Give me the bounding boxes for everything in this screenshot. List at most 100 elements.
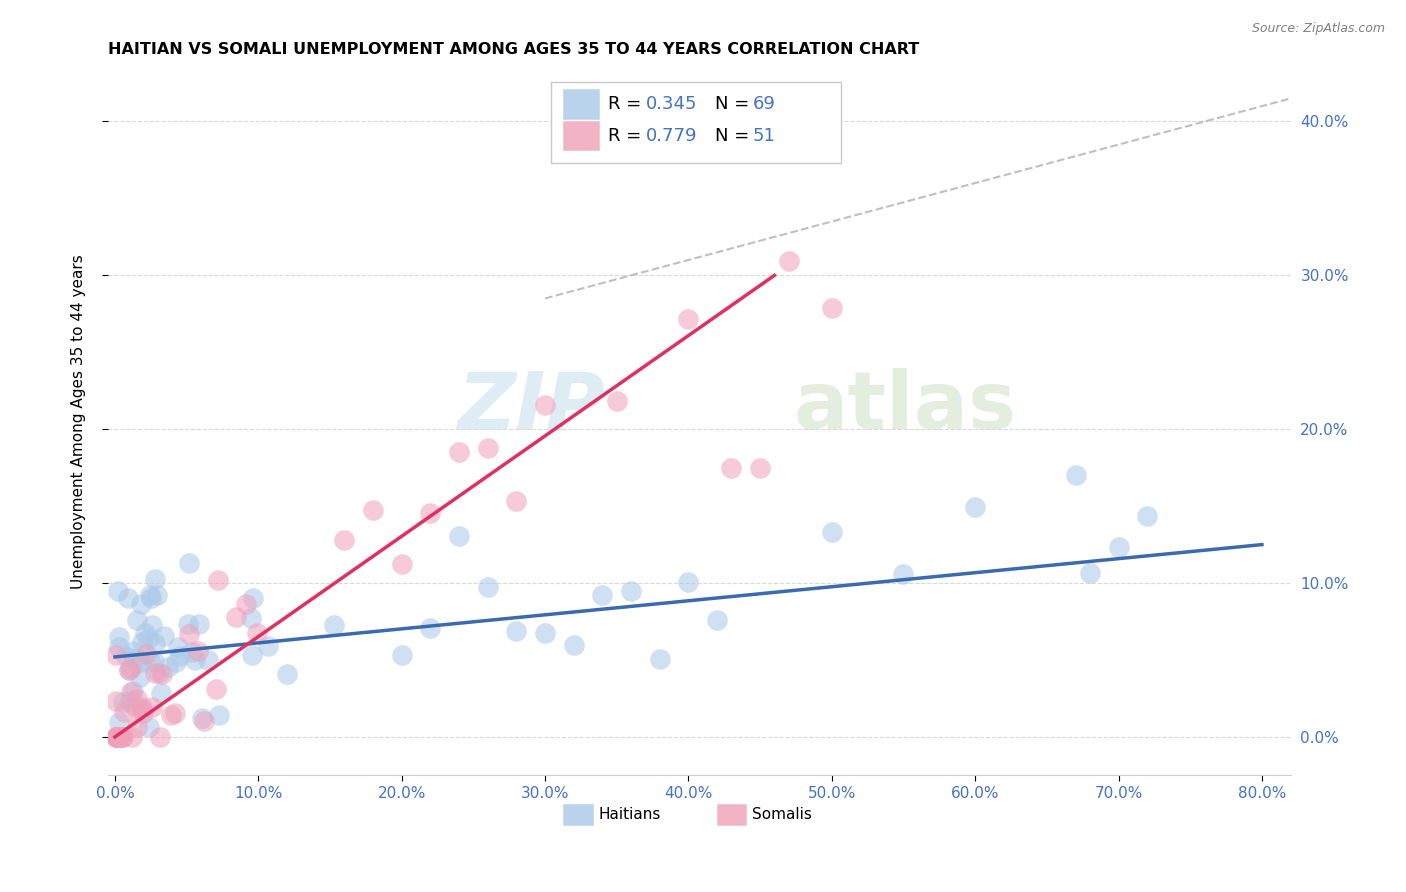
Point bbox=[447, 529, 470, 543]
Point bbox=[778, 254, 800, 268]
Point bbox=[112, 705, 135, 719]
Point bbox=[167, 640, 190, 654]
Point bbox=[419, 621, 441, 635]
Point bbox=[207, 573, 229, 587]
Point bbox=[505, 624, 527, 638]
Point bbox=[146, 588, 169, 602]
Point bbox=[447, 445, 470, 459]
Y-axis label: Unemployment Among Ages 35 to 44 years: Unemployment Among Ages 35 to 44 years bbox=[72, 254, 86, 589]
Point bbox=[242, 648, 264, 662]
Point bbox=[1108, 541, 1130, 555]
Point bbox=[105, 730, 128, 744]
Point bbox=[111, 730, 134, 744]
Point bbox=[242, 591, 264, 605]
Point bbox=[322, 618, 344, 632]
Point bbox=[749, 460, 772, 475]
Point bbox=[208, 708, 231, 723]
Point bbox=[239, 610, 262, 624]
Point bbox=[965, 500, 987, 514]
Point bbox=[107, 584, 129, 599]
Point bbox=[108, 630, 131, 644]
Point bbox=[143, 573, 166, 587]
Text: Source: ZipAtlas.com: Source: ZipAtlas.com bbox=[1251, 22, 1385, 36]
Point bbox=[117, 591, 139, 605]
Text: R =: R = bbox=[609, 127, 647, 145]
Point bbox=[127, 692, 149, 706]
Text: 69: 69 bbox=[752, 95, 775, 112]
Point bbox=[105, 648, 128, 662]
Point bbox=[108, 715, 131, 730]
Point bbox=[205, 681, 228, 696]
Point bbox=[143, 636, 166, 650]
Point bbox=[720, 460, 742, 475]
Text: ZIP: ZIP bbox=[457, 368, 605, 446]
Point bbox=[148, 665, 170, 680]
Point bbox=[120, 661, 142, 675]
Point bbox=[118, 663, 141, 677]
Point bbox=[112, 730, 135, 744]
Point bbox=[181, 645, 204, 659]
Text: N =: N = bbox=[714, 95, 755, 112]
Point bbox=[190, 711, 212, 725]
Point bbox=[706, 613, 728, 627]
Text: Haitians: Haitians bbox=[599, 807, 661, 822]
Point bbox=[136, 632, 159, 646]
Point bbox=[156, 659, 179, 673]
Point bbox=[142, 654, 165, 668]
Point bbox=[235, 597, 257, 611]
Point bbox=[149, 730, 172, 744]
Point bbox=[1064, 468, 1087, 483]
Point bbox=[107, 730, 129, 744]
Point bbox=[1136, 508, 1159, 523]
Point bbox=[361, 503, 384, 517]
Point bbox=[163, 706, 186, 720]
Point bbox=[477, 441, 499, 455]
Point bbox=[246, 626, 269, 640]
Point bbox=[187, 616, 209, 631]
Point bbox=[276, 667, 298, 681]
Point bbox=[821, 301, 844, 316]
FancyBboxPatch shape bbox=[717, 804, 747, 825]
Point bbox=[648, 652, 671, 666]
Point bbox=[333, 533, 356, 547]
Point bbox=[169, 648, 191, 663]
Point bbox=[115, 649, 138, 664]
Point bbox=[678, 312, 700, 326]
Point bbox=[139, 588, 162, 602]
Point bbox=[118, 694, 141, 708]
Point bbox=[105, 730, 128, 744]
Point bbox=[138, 720, 160, 734]
Point bbox=[591, 588, 613, 602]
Text: R =: R = bbox=[609, 95, 647, 112]
Point bbox=[105, 694, 128, 708]
Point bbox=[149, 686, 172, 700]
Point bbox=[124, 651, 146, 665]
Point bbox=[391, 557, 413, 571]
Point bbox=[678, 575, 700, 590]
Point bbox=[129, 670, 152, 684]
Point bbox=[150, 666, 173, 681]
Point bbox=[193, 714, 215, 728]
Point bbox=[121, 730, 143, 744]
Point bbox=[141, 618, 163, 632]
Point bbox=[108, 640, 131, 655]
Point bbox=[152, 629, 174, 643]
Point bbox=[112, 694, 135, 708]
FancyBboxPatch shape bbox=[564, 804, 593, 825]
Text: Somalis: Somalis bbox=[752, 807, 813, 822]
Point bbox=[1078, 566, 1101, 580]
Point bbox=[160, 707, 183, 722]
Point bbox=[134, 625, 156, 640]
Point bbox=[419, 507, 441, 521]
Point bbox=[127, 720, 149, 734]
Point bbox=[143, 665, 166, 680]
Point bbox=[177, 556, 200, 570]
Point bbox=[534, 398, 557, 412]
Point bbox=[893, 566, 915, 581]
Point bbox=[138, 654, 160, 668]
Point bbox=[139, 591, 162, 605]
Point bbox=[562, 639, 585, 653]
Point bbox=[534, 626, 557, 640]
Point bbox=[121, 644, 143, 658]
Point bbox=[177, 617, 200, 632]
